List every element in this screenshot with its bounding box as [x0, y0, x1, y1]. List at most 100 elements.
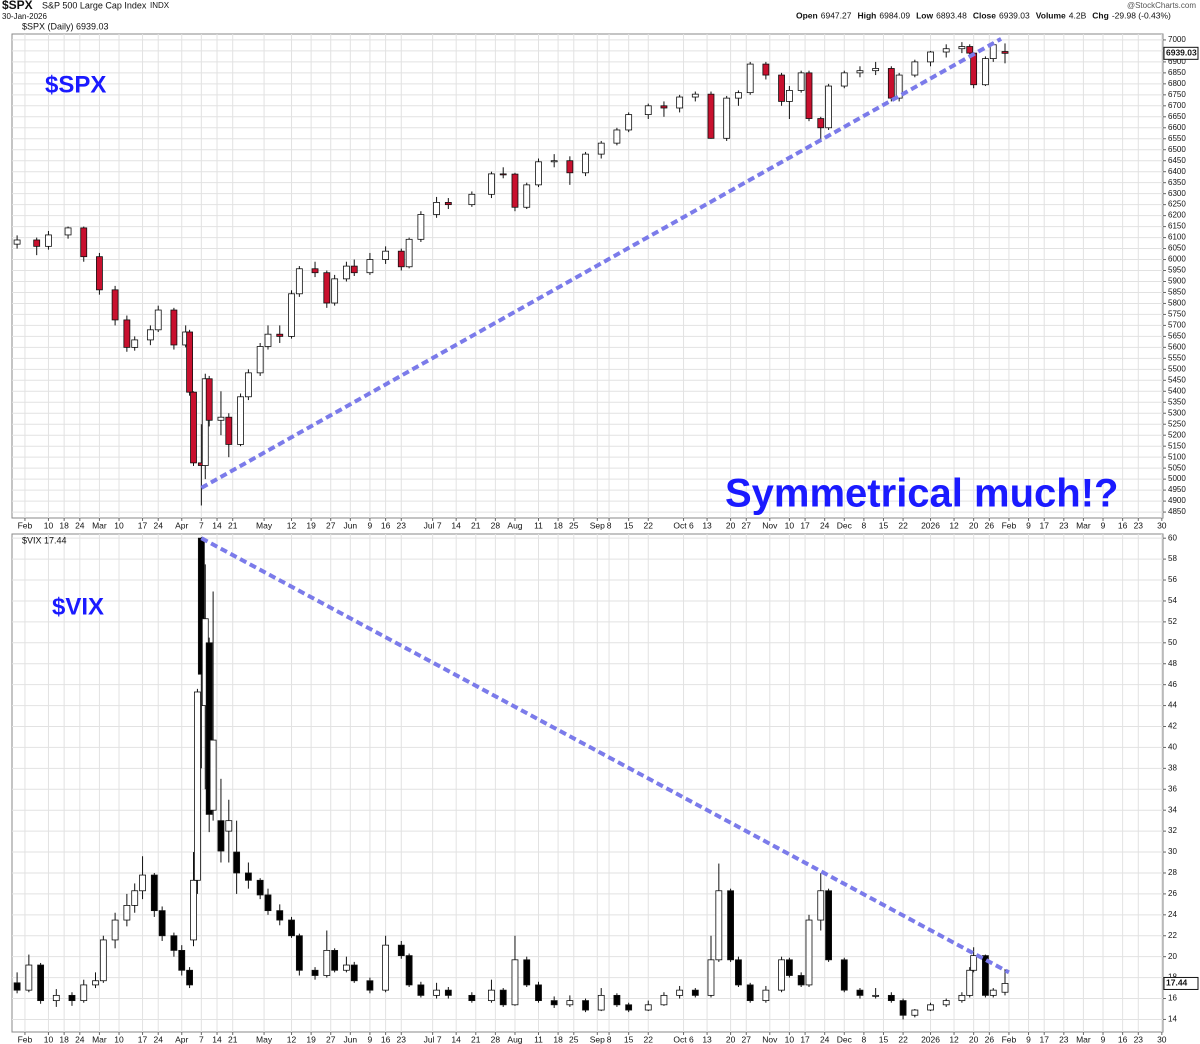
x-tick-label: Feb [18, 1034, 33, 1044]
candle-body [178, 949, 186, 971]
candle-body [331, 949, 339, 971]
y-tick-label: 16 [1168, 994, 1177, 1003]
x-tick-label: 8 [607, 1034, 612, 1044]
x-tick-label: 2026 [921, 1034, 940, 1044]
y-tick-label: 5250 [1168, 419, 1186, 428]
y-tick-label: 58 [1168, 554, 1177, 563]
x-tick-label: Jul 7 [424, 1034, 442, 1044]
candle-body [80, 227, 88, 258]
candle-body [288, 919, 295, 937]
candle-body [817, 118, 825, 129]
y-tick-label: 36 [1168, 784, 1177, 793]
candle-body [417, 984, 425, 996]
candle-body [676, 989, 684, 996]
candle-body [92, 980, 99, 986]
quote-label: Chg [1092, 10, 1109, 20]
y-tick-label: 6800 [1168, 79, 1186, 88]
candle-body [989, 44, 997, 59]
candle-body [256, 346, 264, 374]
candle-body [382, 944, 390, 991]
candle-body [488, 173, 495, 195]
y-tick-label: 5300 [1168, 408, 1186, 417]
candle-body [735, 92, 742, 99]
x-tick-label: 22 [898, 520, 908, 530]
x-tick-label: 17 [138, 520, 148, 530]
candle-body [499, 173, 507, 176]
candle-body [746, 984, 754, 1002]
candle-body [366, 259, 374, 274]
x-tick-label: 27 [742, 520, 752, 530]
x-tick-label: 22 [644, 520, 654, 530]
x-tick-label: 13 [702, 520, 712, 530]
x-tick-label: 17 [1039, 1034, 1049, 1044]
candle-body [331, 278, 339, 304]
y-tick-label: 6650 [1168, 112, 1186, 121]
candle-body [366, 980, 374, 991]
candle-body [123, 319, 131, 348]
y-tick-label: 5200 [1168, 430, 1186, 439]
x-tick-label: 24 [75, 1034, 85, 1044]
x-tick-label: 15 [879, 1034, 889, 1044]
candle-body [982, 58, 989, 86]
candle-body [350, 265, 358, 274]
candle-body [33, 239, 41, 247]
quote-label: High [857, 10, 876, 20]
quote-label: Open [796, 10, 818, 20]
candle-body [131, 339, 139, 348]
x-tick-label: 9 [1101, 520, 1106, 530]
x-tick-label: 16 [381, 520, 391, 530]
y-tick-label: 6150 [1168, 222, 1186, 231]
x-tick-label: 24 [153, 1034, 163, 1044]
x-tick-label: Aug [507, 520, 522, 530]
x-tick-label: 23 [1059, 1034, 1069, 1044]
y-tick-label: 6700 [1168, 101, 1186, 110]
candle-body [613, 994, 621, 1006]
annotation: $VIX [52, 593, 104, 620]
quote-value: 6939.03 [999, 10, 1030, 20]
candle-body [343, 964, 350, 971]
candle-body [762, 63, 770, 76]
y-tick-label: 52 [1168, 617, 1177, 626]
y-tick-label: 6250 [1168, 200, 1186, 209]
last-value-label: 6939.03 [1166, 48, 1197, 58]
candle-body [96, 256, 103, 291]
trendline [200, 536, 1010, 975]
x-tick-label: 17 [138, 1034, 148, 1044]
candle-body [817, 890, 825, 921]
candle-body [158, 910, 166, 937]
candle-body [691, 93, 699, 98]
candle-body [825, 85, 832, 129]
x-tick-label: 20 [969, 520, 979, 530]
candle-body [911, 1009, 919, 1016]
candle-body [225, 416, 233, 445]
x-tick-label: 26 [985, 1034, 995, 1044]
candle-body [131, 890, 139, 906]
candle-body [244, 872, 252, 881]
trendline [200, 37, 1003, 490]
candle-body [825, 890, 832, 961]
candle-body [68, 994, 76, 1002]
candles [13, 42, 1009, 506]
candle-body [566, 160, 574, 174]
x-tick-label: 9 [368, 520, 373, 530]
candle-body [194, 691, 201, 881]
x-tick-label: 24 [75, 520, 85, 530]
x-tick-label: 24 [153, 520, 163, 530]
index-name: S&P 500 Large Cap Index [42, 0, 147, 10]
x-tick-label: Feb [1002, 520, 1017, 530]
x-tick-label: 15 [624, 1034, 634, 1044]
x-tick-label: 23 [397, 1034, 407, 1044]
candle-body [707, 93, 715, 139]
candle-body [927, 51, 934, 63]
y-tick-label: 22 [1168, 931, 1177, 940]
candle-body [276, 910, 284, 921]
quote-value: -29.98 (-0.43%) [1112, 10, 1171, 20]
y-tick-label: 54 [1168, 596, 1177, 605]
candle-body [499, 989, 507, 1006]
panel-label: $SPX (Daily) 6939.03 [22, 21, 109, 31]
x-tick-label: 25 [569, 520, 579, 530]
candle-body [170, 309, 178, 346]
candle-body [397, 250, 405, 268]
candle-body [288, 293, 295, 337]
